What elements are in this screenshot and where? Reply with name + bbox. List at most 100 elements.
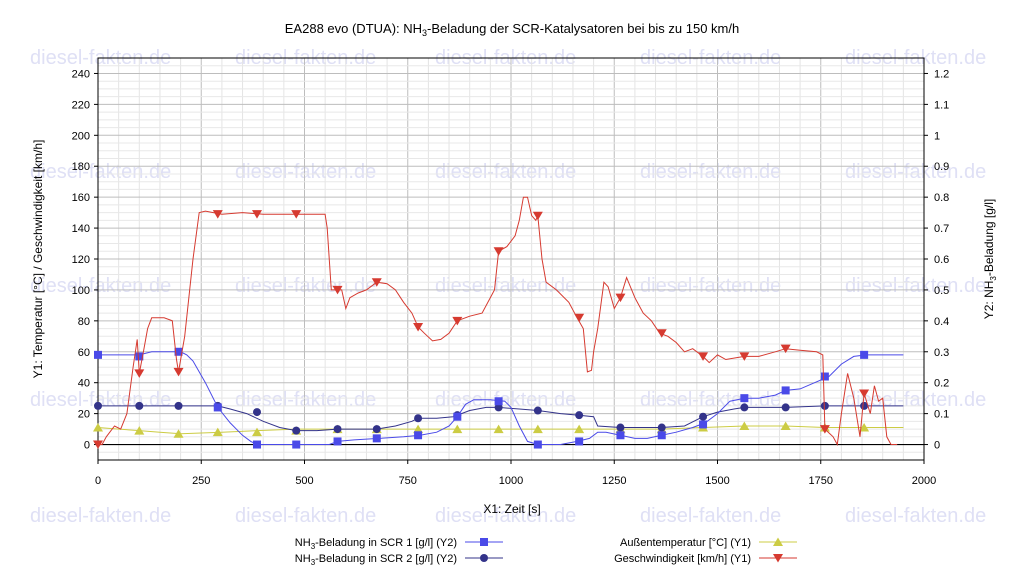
legend-label-temperature: Außentemperatur [°C] (Y1) [620,537,751,549]
y-right-tick-label: 0.1 [934,409,949,421]
data-point-speed [574,313,585,323]
legend-swatches [465,537,797,563]
data-point-scr2-loading [94,401,102,410]
y-left-tick-label: 40 [78,378,90,390]
y-left-tick-label: 140 [72,223,90,235]
legend-swatch-marker-scr2-loading [480,554,488,562]
data-point-speed [493,247,504,256]
x-tick-label: 250 [192,475,210,487]
data-point-speed [780,344,791,354]
data-point-speed [698,352,709,361]
data-point-speed [452,316,463,326]
data-point-speed [413,323,424,332]
data-point-speed [656,329,667,338]
data-point-ambient-temperature [452,424,463,434]
series-line-speed [98,196,898,447]
legend-swatch-marker-ambient-temperature [773,537,783,546]
y-right-tick-label: 0.9 [934,161,949,173]
y-left-tick-label: 0 [84,440,90,452]
data-point-ambient-temperature [574,424,585,434]
data-point-scr2-loading [174,401,183,410]
y-right-tick-label: 0.2 [934,378,949,390]
y-right-tick-label: 0 [934,440,940,452]
data-point-scr2-loading [292,426,301,435]
series-line-scr1-loading [98,351,904,445]
data-point-scr2-loading [575,411,584,420]
data-point-scr1-loading [453,412,462,421]
data-point-scr2-loading [533,406,542,415]
data-point-scr1-loading [781,386,790,395]
data-point-scr1-loading [533,440,542,449]
y-left-tick-label: 240 [72,68,90,80]
y-right-tick-label: 0.4 [934,316,949,328]
data-point-scr2-loading [494,403,503,412]
data-point-ambient-temperature [212,427,223,437]
data-point-speed [291,210,302,219]
y-right-tick-label: 0.3 [934,347,949,359]
watermark-text: diesel-fakten.de [235,161,376,183]
data-point-scr1-loading [657,431,666,440]
y-right-tick-label: 1.1 [934,99,949,111]
data-point-scr1-loading [333,437,342,446]
chart-title: EA288 evo (DTUA): NH3-Beladung der SCR-K… [285,21,739,38]
data-point-speed [212,210,223,219]
y-right-tick-label: 1 [934,130,940,142]
series-scr2-loading [94,401,904,435]
data-point-scr1-loading [575,437,584,446]
y-right-tick-label: 0.5 [934,285,949,297]
y-left-tick-label: 180 [72,161,90,173]
legend-swatch-marker-speed [773,554,783,563]
x-tick-label: 1000 [499,475,523,487]
x-tick-label: 750 [399,475,417,487]
data-point-speed [615,293,626,303]
watermark-text: diesel-fakten.de [640,275,781,297]
watermark-text: diesel-fakten.de [640,161,781,183]
x-tick-label: 0 [95,475,101,487]
data-point-speed [252,210,263,219]
y-right-subscript: 3 [989,276,998,281]
data-point-speed [819,425,830,434]
series-speed [93,196,898,450]
data-point-speed [93,440,103,450]
data-point-scr1-loading [699,420,708,429]
data-point-ambient-temperature [739,421,750,430]
data-point-speed [134,369,145,378]
data-point-ambient-temperature [93,423,103,432]
y-right-axis-label: Y2: NH3-Beladung [g/l] [982,199,998,320]
data-point-ambient-temperature [859,423,870,432]
data-point-scr2-loading [657,423,666,432]
y-right-tick-label: 0.6 [934,254,949,266]
data-point-speed [859,389,870,399]
watermark-layer: diesel-fakten.de diesel-fakten.de diesel-f… [30,47,986,527]
legend-label-scr1: NH3-Beladung in SCR 1 [g/l] (Y2) [295,537,457,551]
data-point-scr2-loading [699,412,708,421]
data-point-scr1-loading [174,347,183,356]
data-point-scr1-loading [213,403,222,412]
x-tick-label: 500 [295,475,313,487]
data-point-scr1-loading [135,352,144,361]
data-point-ambient-temperature [532,424,543,434]
data-point-speed [173,367,184,377]
data-point-ambient-temperature [252,427,263,437]
data-point-speed [332,285,343,295]
data-point-scr2-loading [135,401,144,410]
title-subscript: 3 [422,28,427,38]
y-left-tick-label: 120 [72,254,90,266]
data-point-ambient-temperature [134,426,145,435]
y-left-tick-label: 160 [72,192,90,204]
data-point-scr2-loading [616,423,625,432]
data-point-ambient-temperature [493,424,504,434]
data-point-scr1-loading [740,394,749,403]
watermark-text: diesel-fakten.de [235,275,376,297]
y-right-tick-label: 0.8 [934,192,949,204]
legend: NH3-Beladung in SCR 1 [g/l] (Y2) NH3-Bel… [295,537,797,567]
tick-labels: 0 250 500 750 1000 1250 1500 1750 20000204060801… [72,68,950,487]
data-point-ambient-temperature [173,429,184,438]
data-point-scr2-loading [860,401,869,410]
watermark-text: diesel-fakten.de [435,275,576,297]
watermark-text: diesel-fakten.de [845,161,986,183]
x-tick-label: 1500 [705,475,729,487]
data-point-scr2-loading [333,425,342,434]
data-point-scr1-loading [94,350,102,359]
legend-swatch-marker-scr1-loading [480,538,488,546]
